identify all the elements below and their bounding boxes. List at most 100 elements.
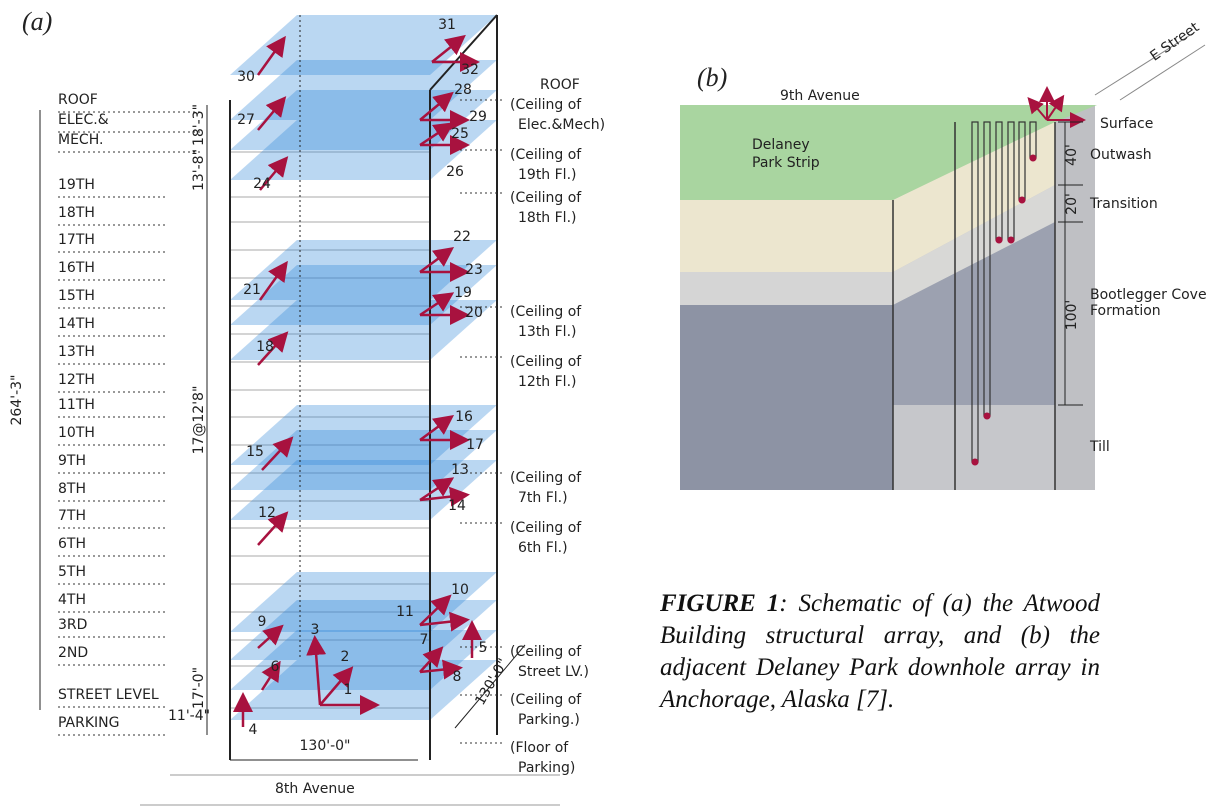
sensor-number: 26 <box>446 164 464 180</box>
width-label: 130'-0" <box>300 738 351 754</box>
sensor <box>1019 197 1026 204</box>
sensor-number: 8 <box>453 669 462 685</box>
sensor-number: 18 <box>256 339 274 355</box>
sensor-number: 17 <box>466 437 484 453</box>
layer-label: Bootlegger Cove <box>1090 287 1207 303</box>
sensor <box>972 459 979 466</box>
sensor-number: 21 <box>243 282 261 298</box>
floor-label: 5TH <box>58 564 86 580</box>
sensor-number: 4 <box>249 722 258 738</box>
floor-label: 13TH <box>58 344 95 360</box>
sensor-number: 12 <box>258 505 276 521</box>
sensor-number: 29 <box>469 109 487 125</box>
floor-label: 16TH <box>58 260 95 276</box>
dimension-label: 17@12'8" <box>191 386 207 455</box>
sensor-number: 6 <box>271 659 280 675</box>
sensor-number: 11 <box>396 604 414 620</box>
depth-label: 100' <box>1064 300 1080 331</box>
sensor-number: 19 <box>454 285 472 301</box>
street-label: 9th Avenue <box>780 88 860 104</box>
depth-label: 40' <box>1064 144 1080 166</box>
sensor-number: 22 <box>453 229 471 245</box>
sensor <box>984 413 991 420</box>
sensor-number: 10 <box>451 582 469 598</box>
ceiling-label: (Ceiling of <box>510 520 582 536</box>
ceiling-label: 7th Fl.) <box>518 490 568 506</box>
sensor-number: 31 <box>438 17 456 33</box>
ceiling-label: 6th Fl.) <box>518 540 568 556</box>
ceiling-label: (Ceiling of <box>510 692 582 708</box>
panel-label: (a) <box>22 7 52 36</box>
sensor-number: 32 <box>461 62 479 78</box>
floor-label: PARKING <box>58 715 119 731</box>
floor-label: 19TH <box>58 177 95 193</box>
caption: FIGURE 1: Schematic of (a) the Atwood Bu… <box>660 588 1100 716</box>
sensor-number: 13 <box>451 462 469 478</box>
floor-label: 12TH <box>58 372 95 388</box>
floor-label: 17TH <box>58 232 95 248</box>
ceiling-label: 18th Fl.) <box>518 210 576 226</box>
floor-label: STREET LEVEL <box>58 687 159 703</box>
floor-label: 8TH <box>58 481 86 497</box>
sensor-number: 5 <box>479 640 488 656</box>
ceiling-label: 19th Fl.) <box>518 167 576 183</box>
sensor-number: 15 <box>246 444 264 460</box>
ceiling-label: (Floor of <box>510 740 569 756</box>
sensor-number: 14 <box>448 498 466 514</box>
roof-label: ROOF <box>540 77 580 93</box>
ceiling-label: (Ceiling of <box>510 304 582 320</box>
sensor-number: 23 <box>465 262 483 278</box>
till-side <box>893 405 1055 490</box>
ceiling-label: Street LV.) <box>518 664 589 680</box>
sensor-number: 3 <box>311 622 320 638</box>
sensor-number: 24 <box>253 176 271 192</box>
floor-label: 10TH <box>58 425 95 441</box>
dimension-label: 264'-3" <box>9 375 25 426</box>
dimension-label: 11'-4" <box>168 708 210 724</box>
ceiling-label: 13th Fl.) <box>518 324 576 340</box>
layer-label: Transition <box>1089 196 1158 212</box>
layer-label: Outwash <box>1090 147 1152 163</box>
floor-label: 3RD <box>58 617 87 633</box>
ceiling-label: Elec.&Mech) <box>518 117 605 133</box>
floor-label: 7TH <box>58 508 86 524</box>
ceiling-label: (Ceiling of <box>510 644 582 660</box>
ceiling-label: (Ceiling of <box>510 190 582 206</box>
clay-face <box>680 305 893 490</box>
floor-label: 6TH <box>58 536 86 552</box>
ceiling-label: (Ceiling of <box>510 97 582 113</box>
ceiling-label: Parking.) <box>518 712 580 728</box>
sensor-number: 2 <box>341 649 350 665</box>
sensor-number: 27 <box>237 112 255 128</box>
ceiling-label: Parking) <box>518 760 575 776</box>
transition-face <box>680 272 893 305</box>
floor-label: 15TH <box>58 288 95 304</box>
depth-label: 20' <box>1064 193 1080 215</box>
figure: (a) (b) 9th Avenue E Street Delaney Park St… <box>0 0 1210 812</box>
floor-label: 9TH <box>58 453 86 469</box>
layer-label: Surface <box>1100 116 1153 132</box>
dimension-label: 13'-8" <box>191 149 207 191</box>
outwash-face <box>680 200 893 272</box>
panel-label: (b) <box>697 63 727 92</box>
dimension-label: 17'-0" <box>191 667 207 709</box>
layer-label: Formation <box>1090 303 1161 319</box>
floor-label: 2ND <box>58 645 88 661</box>
park-label: Park Strip <box>752 155 820 171</box>
sensor-number: 9 <box>258 614 267 630</box>
street-label: 8th Avenue <box>275 781 355 797</box>
sensor <box>1008 237 1015 244</box>
sensor-number: 25 <box>451 126 469 142</box>
layer-label: Till <box>1089 439 1110 455</box>
ceiling-label: 12th Fl.) <box>518 374 576 390</box>
ceiling-label: (Ceiling of <box>510 470 582 486</box>
ceiling-label: (Ceiling of <box>510 354 582 370</box>
floor-label: ROOF <box>58 92 98 108</box>
sensor <box>1030 155 1037 162</box>
street-label: E Street <box>1147 19 1202 64</box>
park-label: Delaney <box>752 137 810 153</box>
caption-figure: FIGURE 1 <box>660 590 779 617</box>
sensor-number: 1 <box>344 682 353 698</box>
floor-label: ELEC.& <box>58 112 109 128</box>
sensor-number: 7 <box>420 632 429 648</box>
